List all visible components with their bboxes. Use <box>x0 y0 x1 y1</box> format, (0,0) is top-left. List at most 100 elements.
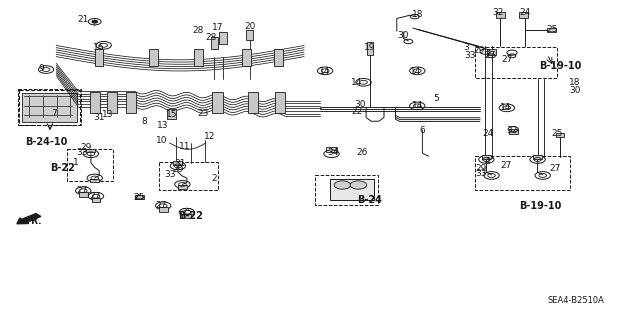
Text: 1: 1 <box>73 158 78 167</box>
Text: B-22: B-22 <box>51 163 75 174</box>
Bar <box>173 161 182 165</box>
Bar <box>19 90 80 125</box>
Text: 31: 31 <box>93 113 105 122</box>
Text: 18: 18 <box>569 78 580 87</box>
Bar <box>326 147 337 152</box>
Text: 16: 16 <box>93 43 105 52</box>
Text: B-19-10: B-19-10 <box>520 201 562 211</box>
Bar <box>246 30 253 40</box>
Text: 33: 33 <box>76 148 88 157</box>
Text: 2: 2 <box>212 174 217 182</box>
Text: 29: 29 <box>473 46 484 55</box>
Text: B-22: B-22 <box>179 211 203 221</box>
Text: 28: 28 <box>205 33 217 42</box>
Text: 23: 23 <box>198 109 209 118</box>
Text: 7: 7 <box>52 109 57 118</box>
Bar <box>150 49 157 66</box>
Text: FR.: FR. <box>25 217 42 226</box>
Text: 29: 29 <box>81 143 92 152</box>
Bar <box>159 207 168 212</box>
Bar <box>22 93 77 122</box>
Bar <box>18 89 81 125</box>
Text: 18: 18 <box>412 10 423 19</box>
Bar <box>533 155 542 159</box>
Bar <box>95 49 104 66</box>
Text: 27: 27 <box>156 201 167 210</box>
Text: 30: 30 <box>397 31 409 40</box>
FancyArrow shape <box>17 213 41 224</box>
Bar <box>547 28 556 32</box>
Text: 12: 12 <box>204 132 216 141</box>
Text: 31: 31 <box>175 159 186 168</box>
Bar <box>86 149 95 152</box>
Text: 25: 25 <box>181 208 193 217</box>
Text: 33: 33 <box>476 169 487 178</box>
Bar <box>79 192 88 197</box>
Text: 14: 14 <box>410 67 422 76</box>
Text: 15: 15 <box>166 110 177 119</box>
Circle shape <box>350 181 367 189</box>
Bar <box>212 92 223 113</box>
Bar <box>248 92 258 113</box>
Bar <box>275 92 285 113</box>
Text: 29: 29 <box>476 164 487 173</box>
Text: 25: 25 <box>546 25 557 34</box>
Text: 14: 14 <box>412 101 423 110</box>
Text: 21: 21 <box>77 15 89 24</box>
Bar <box>195 49 202 66</box>
Text: B-19-10: B-19-10 <box>540 61 582 71</box>
Text: 22: 22 <box>351 107 363 115</box>
Text: 30: 30 <box>569 86 580 95</box>
Bar <box>475 47 557 78</box>
Bar <box>178 185 187 189</box>
Text: 4: 4 <box>485 157 490 166</box>
Circle shape <box>92 20 97 23</box>
Text: SEA4-B2510A: SEA4-B2510A <box>548 296 605 305</box>
Bar <box>487 49 496 55</box>
Text: 13: 13 <box>102 110 113 119</box>
Bar <box>126 92 136 113</box>
Text: 20: 20 <box>244 22 255 31</box>
Text: 27: 27 <box>89 192 100 201</box>
Text: 28: 28 <box>193 26 204 35</box>
Text: 27: 27 <box>501 56 513 64</box>
Text: 27: 27 <box>76 186 88 195</box>
Text: B-24: B-24 <box>358 195 382 205</box>
Text: 14: 14 <box>351 78 363 87</box>
Text: 27: 27 <box>484 51 495 60</box>
Text: 14: 14 <box>319 67 331 76</box>
Bar <box>519 12 528 18</box>
Text: 14: 14 <box>500 103 511 112</box>
Text: 29: 29 <box>172 165 184 174</box>
Text: 30: 30 <box>354 100 365 109</box>
Text: 32: 32 <box>506 126 518 135</box>
Text: 24: 24 <box>482 129 493 138</box>
Text: 34: 34 <box>327 148 339 157</box>
Text: 19: 19 <box>364 43 376 52</box>
Text: 25: 25 <box>551 130 563 138</box>
Bar <box>243 49 251 66</box>
Bar <box>367 42 373 55</box>
Text: 27: 27 <box>550 164 561 173</box>
Text: B-24-10: B-24-10 <box>25 137 67 147</box>
Text: 33: 33 <box>164 170 175 179</box>
Bar <box>211 37 218 49</box>
Text: 6: 6 <box>420 126 425 135</box>
Text: 11: 11 <box>179 142 190 151</box>
Text: 26: 26 <box>356 148 367 157</box>
Bar <box>330 179 374 200</box>
Text: 8: 8 <box>141 117 147 126</box>
Circle shape <box>334 181 351 189</box>
Bar <box>90 179 99 182</box>
Bar <box>482 155 491 159</box>
Bar <box>219 32 227 44</box>
Text: 17: 17 <box>212 23 223 32</box>
Text: 9: 9 <box>39 64 44 73</box>
Bar <box>509 129 518 134</box>
Bar <box>159 162 218 190</box>
Text: 25: 25 <box>134 193 145 202</box>
Bar <box>92 198 100 202</box>
Bar <box>496 12 505 18</box>
Bar <box>475 156 570 190</box>
Bar <box>182 214 191 218</box>
